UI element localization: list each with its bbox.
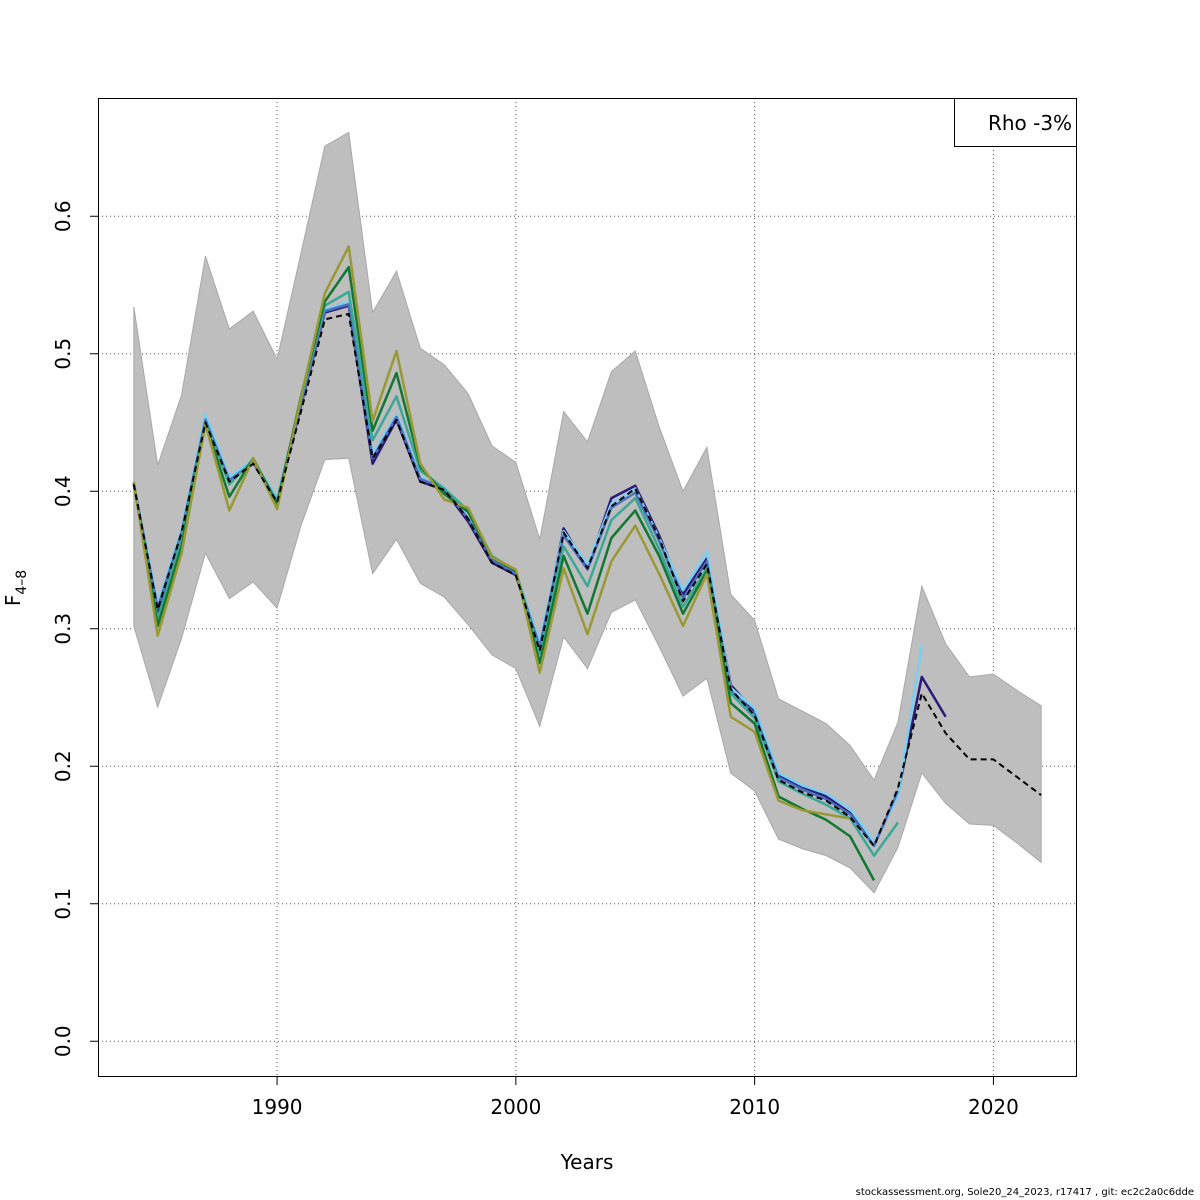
confidence-band bbox=[133, 131, 1042, 894]
y-tick-label: 0.4 bbox=[51, 475, 75, 507]
confidence-band-layer bbox=[133, 131, 1042, 894]
y-axis-label: F4–8 bbox=[1, 570, 30, 606]
y-axis-label-main: F bbox=[1, 595, 25, 607]
y-tick-label: 0.2 bbox=[51, 750, 75, 782]
legend: Rho -3% bbox=[954, 98, 1077, 147]
plot-frame bbox=[98, 98, 1077, 1077]
y-axis: 0.0 0.1 0.2 0.3 0.4 0.5 0.6 bbox=[51, 200, 98, 1057]
legend-text: Rho -3% bbox=[988, 111, 1072, 135]
x-tick-label: 1990 bbox=[252, 1095, 303, 1119]
y-tick-label: 0.0 bbox=[51, 1025, 75, 1057]
x-tick-label: 2020 bbox=[968, 1095, 1019, 1119]
footer-credit: stockassessment.org, Sole20_24_2023, r17… bbox=[855, 1187, 1194, 1198]
x-tick-label: 2000 bbox=[490, 1095, 541, 1119]
y-tick-label: 0.6 bbox=[51, 200, 75, 232]
series-line-black bbox=[132, 312, 1042, 847]
series-layer bbox=[132, 245, 1042, 881]
x-tick-label: 2010 bbox=[729, 1095, 780, 1119]
x-axis: 1990 2000 2010 2020 bbox=[252, 1077, 1019, 1119]
y-axis-label-sub: 4–8 bbox=[14, 570, 30, 595]
y-tick-label: 0.5 bbox=[51, 338, 75, 370]
legend-box bbox=[954, 98, 1077, 147]
y-tick-label: 0.3 bbox=[51, 613, 75, 645]
x-axis-label: Years bbox=[560, 1150, 614, 1174]
y-tick-label: 0.1 bbox=[51, 888, 75, 920]
series-line-olive bbox=[132, 245, 851, 820]
